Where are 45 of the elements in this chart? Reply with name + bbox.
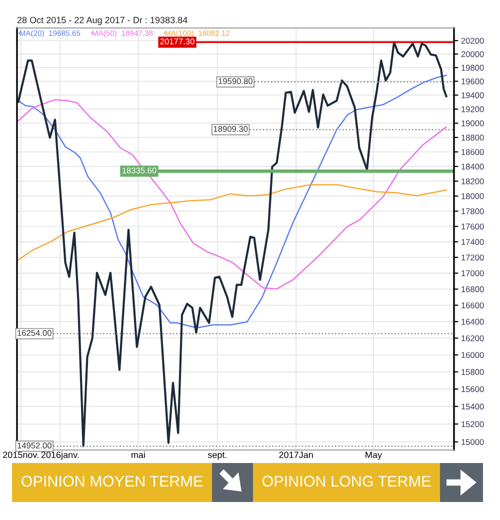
y-tick-label: 19000 [462, 120, 484, 126]
x-tick-label: 2017Jan [279, 452, 313, 458]
line-series [18, 184, 447, 261]
y-tick-label: 17600 [462, 224, 484, 230]
ref-line-label: 16254.00 [18, 330, 52, 336]
y-tick-label: 17000 [462, 270, 484, 276]
x-tick-label: May [366, 452, 382, 460]
y-tick-label: 16200 [462, 335, 484, 342]
y-tick-label: 16000 [462, 352, 484, 358]
y-tick-label: 18800 [462, 134, 484, 141]
y-tick-label: 20200 [461, 38, 484, 44]
y-tick-label: 20000 [461, 51, 484, 58]
y-tick-label: 16600 [462, 302, 484, 308]
text: OPINION MOYEN TERME [22, 476, 202, 487]
x-tick-label: mai [132, 451, 145, 458]
ref-line-label: 20177.30 [160, 38, 194, 44]
y-tick-label: 15000 [462, 439, 484, 445]
y-tick-label: 17800 [462, 208, 484, 214]
y-tick-label: 15200 [462, 421, 484, 428]
y-tick-label: 18000 [462, 193, 484, 200]
y-tick-label: 16800 [462, 286, 484, 292]
y-tick-label: 19400 [462, 92, 484, 98]
line-series [18, 74, 447, 328]
y-tick-label: 19600 [462, 78, 484, 84]
chart-title: 28 Oct 2015 - 22 Aug 2017 - Dr : 19383.84 [17, 16, 188, 25]
y-tick-label: 18400 [462, 164, 484, 170]
y-tick-label: 15800 [462, 369, 484, 375]
y-tick-label: 16400 [462, 318, 484, 325]
y-tick-label: 19800 [462, 64, 484, 71]
y-tick-label: 15600 [462, 386, 484, 392]
x-tick-label: sept. [208, 452, 226, 460]
line-series [18, 99, 447, 290]
y-tick-label: 15400 [462, 404, 484, 410]
ref-line-label: 18909.30 [214, 126, 248, 132]
ref-line-label: 19590.80 [218, 78, 252, 84]
y-tick-label: 19200 [462, 106, 484, 112]
y-tick-label: 17200 [462, 254, 484, 260]
text: OPINION LONG TERME [262, 476, 431, 487]
ref-line-label: 18335.60 [122, 168, 156, 174]
y-tick-label: 17400 [462, 238, 484, 245]
x-tick-label: 2015nov. [3, 452, 38, 458]
y-tick-label: 18200 [462, 178, 484, 184]
ref-line-label: 14952.00 [18, 442, 52, 448]
y-tick-label: 18600 [462, 149, 484, 155]
x-tick-label: 2016janv. [41, 451, 79, 460]
